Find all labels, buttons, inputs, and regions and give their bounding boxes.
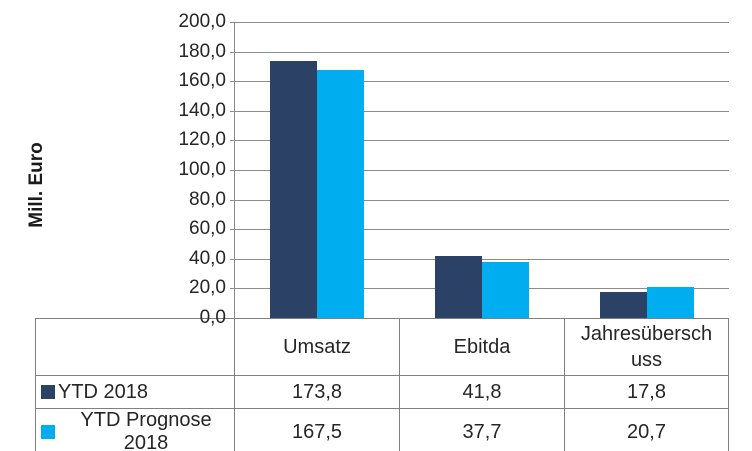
legend-entry: YTD 2018 — [37, 380, 234, 404]
category-header: Jahresübersch uss — [564, 318, 729, 376]
y-axis-tick-label: 0,0 — [199, 307, 226, 328]
series-row: YTD 2018 173,8 41,8 17,8 — [35, 375, 729, 409]
gridline — [235, 22, 729, 23]
y-axis-tick-mark — [230, 229, 235, 231]
gridline — [235, 258, 729, 260]
y-axis-tick-mark — [230, 22, 235, 23]
legend-cell: YTD Prognose 2018 — [35, 408, 235, 451]
bar-ytd-2018-cat2 — [435, 256, 482, 318]
series-color-swatch — [41, 385, 55, 399]
y-axis-tick-label: 200,0 — [178, 11, 226, 32]
series-name: YTD 2018 — [58, 380, 149, 403]
y-axis-tick-label: 100,0 — [178, 159, 226, 180]
y-axis-title: Mill. Euro — [26, 142, 47, 228]
value-cell: 173,8 — [234, 375, 400, 409]
y-axis-tick-label: 60,0 — [189, 218, 226, 240]
bar-ytd-prognose-2018-cat2 — [482, 262, 529, 318]
category-header-row: Umsatz Ebitda Jahresübersch uss — [35, 318, 729, 376]
table-corner-cell — [35, 318, 235, 376]
category-header: Ebitda — [399, 318, 565, 376]
value-cell: 37,7 — [399, 408, 565, 451]
series-name: YTD Prognose 2018 — [80, 409, 212, 451]
y-axis-tick-label: 160,0 — [178, 70, 226, 92]
bar-ytd-prognose-2018-cat1 — [317, 70, 365, 318]
y-axis-tick-label: 40,0 — [189, 247, 226, 269]
gridline — [235, 81, 729, 83]
value-cell: 167,5 — [234, 408, 400, 451]
y-axis-tick-mark — [230, 170, 235, 171]
gridline — [235, 110, 729, 112]
data-table: Umsatz Ebitda Jahresübersch uss YTD 2018 173… — [35, 318, 729, 451]
value-cell: 41,8 — [399, 375, 565, 409]
gridline — [235, 51, 729, 53]
plot-area — [230, 22, 729, 319]
y-axis-tick-mark — [230, 140, 235, 142]
series-row: YTD Prognose 2018 167,5 37,7 20,7 — [35, 408, 729, 451]
y-axis-tick-label: 180,0 — [178, 40, 226, 62]
category-header: Umsatz — [234, 318, 400, 376]
y-axis-tick-mark — [230, 51, 235, 53]
series-color-swatch — [41, 425, 55, 439]
y-axis-tick-label: 140,0 — [178, 99, 226, 121]
value-cell: 20,7 — [564, 408, 729, 451]
bar-ytd-2018-cat3 — [599, 291, 647, 318]
gridline — [235, 229, 729, 231]
legend-cell: YTD 2018 — [35, 375, 235, 409]
bar-ytd-2018-cat1 — [270, 60, 318, 318]
value-cell: 17,8 — [564, 375, 729, 409]
y-axis-tick-mark — [230, 288, 235, 290]
gridline — [235, 199, 729, 201]
legend-entry: YTD Prognose 2018 — [37, 409, 234, 451]
y-axis-tick-label: 20,0 — [189, 277, 226, 299]
y-axis-tick-label: 80,0 — [189, 188, 226, 210]
y-axis-tick-mark — [230, 81, 235, 83]
gridline — [235, 140, 729, 142]
y-axis-tick-mark — [230, 258, 235, 260]
gridline — [235, 170, 729, 171]
bar-ytd-prognose-2018-cat3 — [646, 287, 694, 318]
y-axis-tick-label: 120,0 — [178, 129, 226, 151]
y-axis-tick-mark — [230, 199, 235, 201]
y-axis-tick-mark — [230, 110, 235, 112]
